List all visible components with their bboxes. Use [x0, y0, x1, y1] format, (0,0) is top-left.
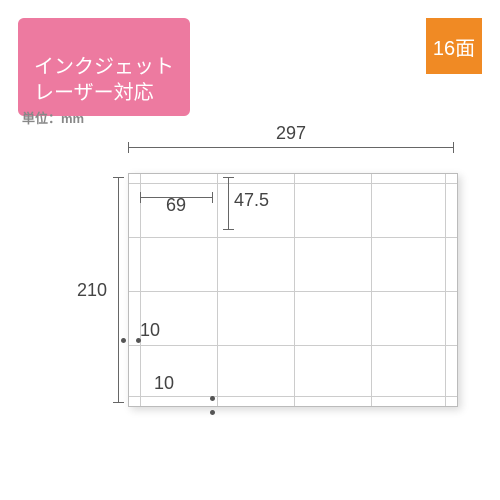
printer-compat-text: インクジェット レーザー対応 [34, 56, 174, 104]
cell-height-label: 47.5 [234, 190, 284, 211]
grid-hline-3 [129, 345, 457, 346]
faces-count-text: 16面 [433, 32, 475, 61]
cell-width-tick-r [212, 192, 213, 203]
cell-height-tick-b [223, 229, 234, 230]
unit-label: 単位：mm [22, 108, 84, 127]
grid-vline-2 [294, 174, 295, 406]
width-dim-line [128, 147, 454, 148]
faces-count-badge: 16面 [426, 18, 482, 74]
grid-vline-1 [217, 174, 218, 406]
height-tick-top [113, 177, 124, 178]
margin-top-line [129, 183, 457, 184]
margin-left-label: 10 [140, 320, 180, 341]
margin-left-line [140, 174, 141, 406]
cell-height-tick-t [223, 177, 234, 178]
grid-vline-3 [371, 174, 372, 406]
height-tick-bottom [113, 402, 124, 403]
grid-hline-1 [129, 237, 457, 238]
margin-right-line [445, 174, 446, 406]
cell-width-tick-l [140, 192, 141, 203]
margin-bottom-line [129, 396, 457, 397]
margin-bottom-label: 10 [154, 373, 194, 394]
margin-bottom-dot-1 [210, 396, 215, 401]
sheet-width-label: 297 [128, 123, 454, 144]
cell-height-dim-line [228, 177, 229, 229]
dimension-diagram: 297 210 69 47.5 10 10 [20, 135, 480, 485]
margin-bottom-dot-2 [210, 410, 215, 415]
height-dim-line [118, 177, 119, 402]
printer-compat-badge: インクジェット レーザー対応 [18, 18, 190, 116]
cell-width-label: 69 [148, 195, 204, 216]
grid-hline-2 [129, 291, 457, 292]
sheet-height-label: 210 [72, 280, 112, 301]
margin-left-dot-1 [121, 338, 126, 343]
